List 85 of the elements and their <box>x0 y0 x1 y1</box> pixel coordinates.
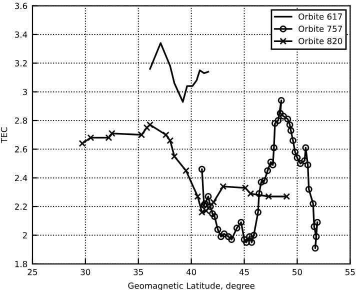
point <box>138 131 146 138</box>
y-tick-label: 3 <box>22 88 27 96</box>
point <box>220 230 228 238</box>
y-tick-label: 3.4 <box>15 31 28 38</box>
point <box>280 112 287 120</box>
x-tick-label: 35 <box>134 268 143 276</box>
point <box>240 236 248 243</box>
y-tick-label: 2.2 <box>14 204 27 210</box>
point <box>162 131 170 138</box>
point <box>294 154 301 162</box>
point <box>238 218 245 226</box>
point <box>290 137 296 144</box>
x-tick-label: 50 <box>292 268 302 276</box>
legend-label: Orbite 820 <box>298 38 342 44</box>
point <box>283 193 290 200</box>
point <box>105 134 112 142</box>
point <box>248 238 256 246</box>
point <box>108 130 116 137</box>
point <box>314 218 321 226</box>
point <box>310 200 317 208</box>
point <box>260 177 268 184</box>
point <box>87 134 94 142</box>
y-tick-label: 1.8 <box>15 260 28 268</box>
point <box>242 238 250 246</box>
point <box>264 167 272 174</box>
point <box>258 178 265 186</box>
point <box>284 116 292 123</box>
point <box>210 198 218 206</box>
point <box>166 137 174 144</box>
point <box>206 203 214 210</box>
point <box>256 190 263 198</box>
point <box>286 121 294 128</box>
point <box>302 144 310 152</box>
x-axis-title: Geomagnetic Latitude, degree <box>128 282 254 290</box>
point <box>143 124 150 132</box>
x-tick-label: 40 <box>186 268 196 276</box>
point <box>267 158 274 166</box>
point <box>182 167 190 174</box>
y-tick-label: 2.6 <box>14 146 28 152</box>
point <box>270 144 278 152</box>
point <box>204 193 212 200</box>
point <box>198 166 206 173</box>
point <box>242 184 249 192</box>
point <box>312 233 320 240</box>
x-tick-label: 25 <box>28 268 38 276</box>
y-tick-label: 3.2 <box>15 60 27 66</box>
point <box>269 161 276 168</box>
x-tick-label: 55 <box>346 269 355 276</box>
point <box>272 120 278 127</box>
point <box>218 233 224 240</box>
point <box>246 233 254 240</box>
point <box>292 148 299 156</box>
point <box>312 244 319 252</box>
point <box>304 161 312 168</box>
point <box>233 224 240 232</box>
legend-label: Orbite 617 <box>298 13 342 20</box>
point <box>211 213 218 220</box>
point <box>78 140 86 147</box>
point <box>274 117 282 124</box>
x-tick-label: 45 <box>239 269 249 276</box>
point <box>224 233 232 240</box>
point <box>305 186 312 193</box>
y-tick-label: 2.8 <box>14 117 28 124</box>
y-tick-label: 2 <box>22 232 27 238</box>
point <box>296 160 304 167</box>
point <box>250 232 258 239</box>
x-tick-label: 30 <box>80 268 90 276</box>
point <box>214 226 222 233</box>
point <box>247 190 254 198</box>
point <box>146 121 154 128</box>
legend-label: Orbite 757 <box>298 26 342 32</box>
y-tick-label: 3.6 <box>15 2 28 10</box>
point <box>287 127 294 134</box>
point <box>276 110 284 117</box>
point <box>265 193 272 200</box>
y-axis-title: TEC <box>0 127 8 143</box>
point <box>228 236 236 243</box>
point <box>254 208 262 216</box>
point <box>170 152 178 160</box>
point <box>194 193 202 200</box>
point <box>278 96 285 104</box>
point <box>220 182 227 190</box>
y-tick-label: 2.4 <box>14 174 28 182</box>
point <box>209 210 216 218</box>
point <box>310 223 318 230</box>
